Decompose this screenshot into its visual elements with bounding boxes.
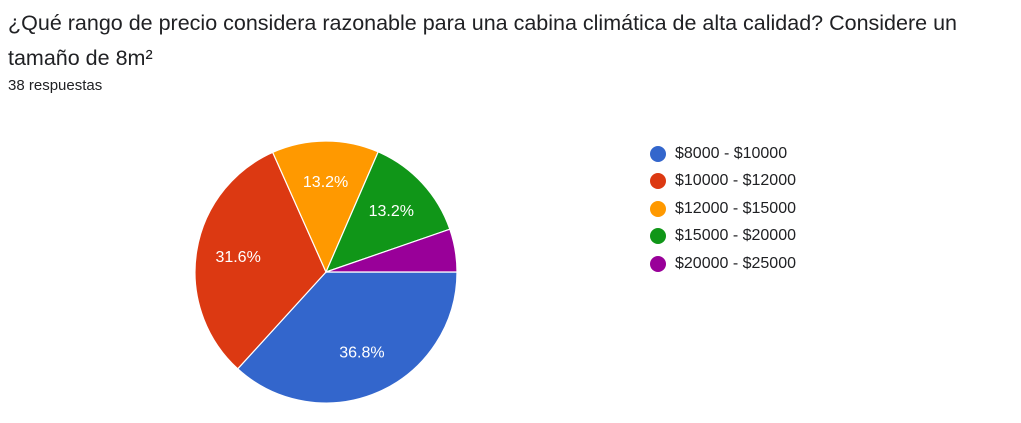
legend-swatch xyxy=(650,145,666,162)
legend-label: $12000 - $15000 xyxy=(675,199,796,217)
pie-slice[interactable] xyxy=(236,271,458,404)
pie-labels: 36.8% 31.6% 13.2% 13.2% xyxy=(215,174,414,361)
legend-item[interactable]: $15000 - $20000 xyxy=(650,223,796,251)
response-count: 38 respuestas xyxy=(8,77,103,94)
pie-chart: 36.8% 31.6% 13.2% 13.2% xyxy=(194,140,458,404)
legend-label: $20000 - $25000 xyxy=(675,254,796,272)
slice-percent-label: 36.8% xyxy=(339,345,384,362)
pie-slices xyxy=(194,140,458,404)
legend-label: $8000 - $10000 xyxy=(675,144,788,162)
legend-swatch xyxy=(650,228,666,245)
legend-swatch xyxy=(650,255,666,272)
question-title: ¿Qué rango de precio considera razonable… xyxy=(8,11,957,70)
legend-swatch xyxy=(650,173,666,190)
legend-swatch xyxy=(650,200,666,217)
legend-item[interactable]: $10000 - $12000 xyxy=(650,168,796,196)
pie-slice[interactable] xyxy=(194,151,327,370)
pie-slice[interactable] xyxy=(324,151,451,274)
slice-percent-label: 13.2% xyxy=(303,174,348,191)
slice-percent-label: 31.6% xyxy=(215,249,260,266)
legend-label: $15000 - $20000 xyxy=(675,227,796,245)
chart-legend: $8000 - $10000 $10000 - $12000 $12000 - $1… xyxy=(650,140,796,278)
slice-percent-label: 13.2% xyxy=(369,203,414,220)
legend-item[interactable]: $8000 - $10000 xyxy=(650,140,796,168)
legend-item[interactable]: $20000 - $25000 xyxy=(650,250,796,278)
legend-label: $10000 - $12000 xyxy=(675,172,796,190)
legend-item[interactable]: $12000 - $15000 xyxy=(650,195,796,223)
pie-slice[interactable] xyxy=(325,228,458,273)
pie-slice[interactable] xyxy=(271,140,379,274)
